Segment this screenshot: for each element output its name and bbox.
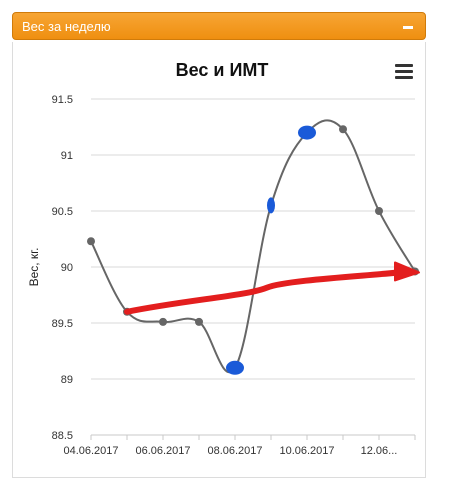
chart-menu-icon[interactable] <box>395 64 413 80</box>
y-tick-label: 90 <box>61 262 73 274</box>
chart-title: Вес и ИМТ <box>176 60 269 80</box>
y-axis-label: Вес, кг. <box>27 248 41 287</box>
y-tick-label: 88.5 <box>52 430 73 442</box>
y-tick-label: 91.5 <box>52 94 73 106</box>
x-tick-label: 06.06.2017 <box>135 445 190 457</box>
data-point <box>87 237 95 246</box>
panel-body <box>12 42 426 478</box>
data-point-highlighted <box>298 125 316 140</box>
series-line <box>90 119 416 373</box>
data-point <box>159 317 167 326</box>
data-point <box>195 317 203 326</box>
y-tick-label: 89 <box>61 374 73 386</box>
y-tick-label: 90.5 <box>52 206 73 218</box>
x-tick-label: 08.06.2017 <box>207 445 262 457</box>
data-point <box>339 125 347 134</box>
y-tick-label: 91 <box>61 150 73 162</box>
data-point-highlighted <box>226 360 244 375</box>
collapse-icon[interactable] <box>403 26 413 29</box>
x-tick-label: 12.06... <box>361 445 398 457</box>
data-point <box>375 207 383 215</box>
x-tick-label: 10.06.2017 <box>279 445 334 457</box>
data-point-highlighted <box>267 197 275 214</box>
x-tick-label: 04.06.2017 <box>63 445 118 457</box>
trend-arrow-head <box>394 261 420 282</box>
panel-title: Вес за неделю <box>22 19 111 34</box>
y-tick-label: 89.5 <box>52 318 73 330</box>
panel-header: Вес за неделю <box>12 12 426 40</box>
trend-arrow-line <box>124 268 410 315</box>
